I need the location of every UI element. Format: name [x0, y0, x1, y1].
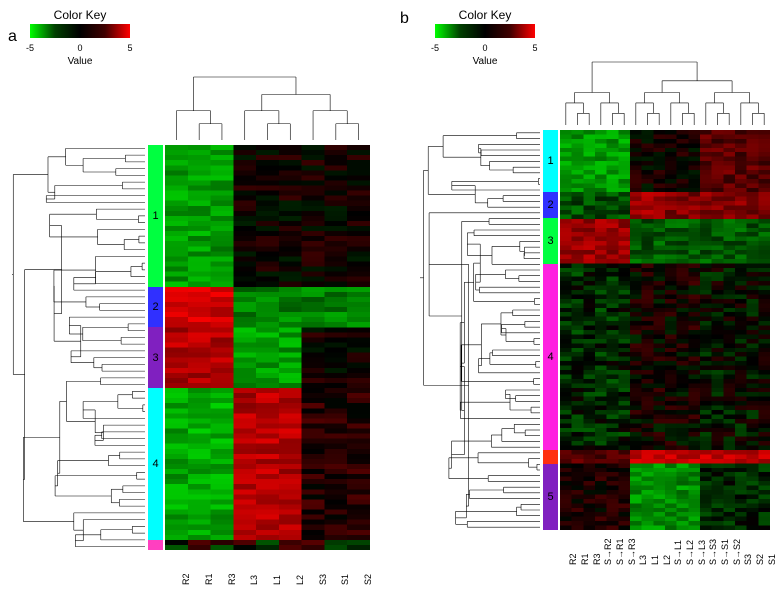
- panel-a-label: a: [8, 28, 17, 46]
- color-key-b: Color Key -505 Value: [435, 8, 535, 67]
- column-label: S3: [318, 574, 328, 585]
- column-label: R3: [592, 553, 602, 565]
- color-key-a: Color Key -505 Value: [30, 8, 130, 67]
- column-labels-a: R2 R1 R3 L3 L1 L2 S3 S1 S2: [165, 555, 370, 590]
- column-label: S2: [363, 574, 373, 585]
- column-label: R2: [568, 553, 578, 565]
- column-label: L3: [249, 575, 259, 585]
- color-key-bar-a: [30, 24, 130, 38]
- color-key-tick: 0: [482, 43, 487, 53]
- cluster-number: 4: [152, 458, 158, 470]
- column-label: R2: [181, 573, 191, 585]
- column-label: S1: [767, 554, 777, 565]
- color-key-axis-a: -505: [30, 43, 130, 55]
- cluster-number: 1: [547, 155, 553, 167]
- column-label: S→S3: [708, 539, 718, 565]
- color-key-tick: 0: [77, 43, 82, 53]
- column-label: S→R1: [615, 538, 625, 565]
- color-key-axis-label: Value: [30, 56, 130, 67]
- cluster-number: 2: [547, 199, 553, 211]
- column-label: L2: [662, 555, 672, 565]
- color-key-tick: -5: [26, 43, 34, 53]
- cluster-number: 3: [547, 235, 553, 247]
- color-key-axis-label-b: Value: [435, 56, 535, 67]
- cluster-segment: [543, 450, 558, 464]
- cluster-number: 4: [547, 351, 553, 363]
- color-key-title-b: Color Key: [435, 8, 535, 22]
- column-label: S→S1: [720, 539, 730, 565]
- column-label: S→L1: [673, 540, 683, 565]
- color-key-tick: 5: [532, 43, 537, 53]
- column-label: L2: [295, 575, 305, 585]
- heatmap-b: [560, 130, 770, 530]
- color-key-title: Color Key: [30, 8, 130, 22]
- row-cluster-bar-a: 1 2 3 4: [148, 145, 163, 550]
- row-dendrogram-a: [10, 145, 145, 550]
- column-label: R1: [580, 553, 590, 565]
- color-key-tick: -5: [431, 43, 439, 53]
- column-label: S1: [340, 574, 350, 585]
- column-label: S→R2: [603, 538, 613, 565]
- column-labels-b: R2R1R3S→R2S→R1S→R3L3L1L2S→L1S→L2S→L3S→S3…: [560, 535, 770, 585]
- color-key-axis-b: -505: [435, 43, 535, 55]
- panel-b-label: b: [400, 10, 409, 28]
- column-label: L1: [272, 575, 282, 585]
- column-label: L3: [638, 555, 648, 565]
- column-dendrogram-b: [560, 60, 770, 125]
- cluster-number: 2: [152, 301, 158, 313]
- column-label: S3: [743, 554, 753, 565]
- column-label: S2: [755, 554, 765, 565]
- column-label: L1: [650, 555, 660, 565]
- heatmap-a: [165, 145, 370, 550]
- column-label: S→L3: [697, 540, 707, 565]
- row-dendrogram-b: [418, 130, 540, 530]
- color-key-bar-b: [435, 24, 535, 38]
- row-cluster-bar-b: 1 2 3 4 5: [543, 130, 558, 530]
- cluster-number: 3: [152, 352, 158, 364]
- cluster-number: 1: [152, 210, 158, 222]
- column-label: S→L2: [685, 540, 695, 565]
- column-dendrogram-a: [165, 75, 370, 140]
- column-label: S→R3: [627, 538, 637, 565]
- color-key-tick: 5: [127, 43, 132, 53]
- column-label: R3: [227, 573, 237, 585]
- column-label: S→S2: [732, 539, 742, 565]
- cluster-number: 5: [547, 491, 553, 503]
- cluster-segment: [148, 540, 163, 550]
- column-label: R1: [204, 573, 214, 585]
